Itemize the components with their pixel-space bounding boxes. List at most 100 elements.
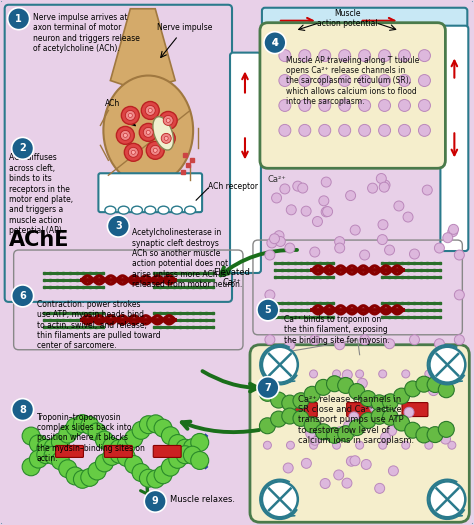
Circle shape <box>257 376 279 398</box>
Text: Elevated
Ca²⁺: Elevated Ca²⁺ <box>214 268 250 287</box>
Circle shape <box>148 109 152 112</box>
Circle shape <box>259 418 275 434</box>
Circle shape <box>339 50 351 61</box>
Circle shape <box>299 99 311 111</box>
Circle shape <box>183 439 201 457</box>
Circle shape <box>349 412 359 422</box>
Text: Acetylcholinesterase in
synaptic cleft destroys
ACh so another muscle
action pot: Acetylcholinesterase in synaptic cleft d… <box>132 228 243 289</box>
Circle shape <box>448 224 458 234</box>
Circle shape <box>123 133 128 138</box>
Circle shape <box>88 462 106 480</box>
Circle shape <box>139 416 157 434</box>
Circle shape <box>319 75 331 87</box>
Circle shape <box>339 99 351 111</box>
Circle shape <box>410 249 419 259</box>
Circle shape <box>346 191 356 201</box>
Circle shape <box>361 459 371 469</box>
Circle shape <box>434 243 445 253</box>
Circle shape <box>317 429 327 439</box>
Circle shape <box>342 370 352 380</box>
Circle shape <box>157 129 175 148</box>
Text: 3: 3 <box>115 221 122 231</box>
Text: 4: 4 <box>272 38 278 48</box>
Circle shape <box>310 335 320 345</box>
Circle shape <box>337 377 346 387</box>
Circle shape <box>37 446 55 464</box>
Circle shape <box>399 124 410 136</box>
Circle shape <box>388 466 398 476</box>
Circle shape <box>52 452 69 470</box>
Circle shape <box>339 75 351 87</box>
Circle shape <box>81 468 99 486</box>
Circle shape <box>374 484 385 494</box>
Circle shape <box>272 193 282 203</box>
Circle shape <box>379 75 391 87</box>
FancyBboxPatch shape <box>5 5 232 302</box>
Circle shape <box>125 110 135 120</box>
Ellipse shape <box>103 76 193 185</box>
Circle shape <box>321 177 331 187</box>
Circle shape <box>346 456 356 466</box>
Text: Nerve impulse: Nerve impulse <box>157 23 213 32</box>
Text: ACh: ACh <box>105 99 120 109</box>
Circle shape <box>131 150 135 154</box>
Circle shape <box>282 395 298 411</box>
Circle shape <box>306 428 316 438</box>
Circle shape <box>293 181 303 191</box>
Circle shape <box>438 382 454 398</box>
Circle shape <box>334 470 344 480</box>
Circle shape <box>110 439 128 458</box>
Circle shape <box>378 219 388 229</box>
Circle shape <box>183 446 201 464</box>
Circle shape <box>159 111 177 129</box>
Circle shape <box>59 425 77 443</box>
Circle shape <box>144 490 166 512</box>
Circle shape <box>146 141 164 159</box>
Circle shape <box>393 415 410 431</box>
Circle shape <box>293 393 309 408</box>
Circle shape <box>357 379 367 388</box>
Circle shape <box>44 446 62 464</box>
Circle shape <box>293 411 309 426</box>
Circle shape <box>163 116 173 125</box>
FancyBboxPatch shape <box>262 8 467 32</box>
Text: 6: 6 <box>19 291 26 301</box>
Circle shape <box>176 446 194 464</box>
Circle shape <box>434 339 445 349</box>
Text: Nerve impulse arrives at
axon terminal of motor
neuron and triggers release
of a: Nerve impulse arrives at axon terminal o… <box>33 13 139 53</box>
Text: Muscle AP traveling along T tubule
opens Ca²⁺ release channels in
the sarcoplasm: Muscle AP traveling along T tubule opens… <box>286 56 419 106</box>
Circle shape <box>8 8 29 30</box>
Circle shape <box>95 454 113 472</box>
Circle shape <box>360 250 370 260</box>
Text: 9: 9 <box>152 496 159 506</box>
Circle shape <box>356 441 364 449</box>
Circle shape <box>37 439 55 457</box>
Circle shape <box>299 75 311 87</box>
Circle shape <box>394 201 404 211</box>
Circle shape <box>399 50 410 61</box>
Circle shape <box>279 124 291 136</box>
Circle shape <box>377 235 387 245</box>
Circle shape <box>153 149 157 152</box>
Text: Ca²⁺: Ca²⁺ <box>268 175 287 184</box>
Text: Contraction: power strokes
use ATP; myosin heads bind
to actin, swivel, and rele: Contraction: power strokes use ATP; myos… <box>36 300 160 351</box>
Circle shape <box>279 99 291 111</box>
Circle shape <box>310 435 320 445</box>
FancyBboxPatch shape <box>153 445 181 457</box>
FancyBboxPatch shape <box>55 445 83 457</box>
Circle shape <box>265 335 275 345</box>
Circle shape <box>319 99 331 111</box>
Circle shape <box>350 225 360 235</box>
Circle shape <box>402 370 410 378</box>
Circle shape <box>339 124 351 136</box>
Circle shape <box>164 136 168 140</box>
Circle shape <box>379 124 391 136</box>
Circle shape <box>279 50 291 61</box>
Circle shape <box>315 424 331 440</box>
Circle shape <box>264 370 272 378</box>
FancyBboxPatch shape <box>440 26 468 251</box>
FancyBboxPatch shape <box>230 52 261 273</box>
Circle shape <box>275 236 285 246</box>
Polygon shape <box>110 9 175 90</box>
Circle shape <box>429 346 465 383</box>
